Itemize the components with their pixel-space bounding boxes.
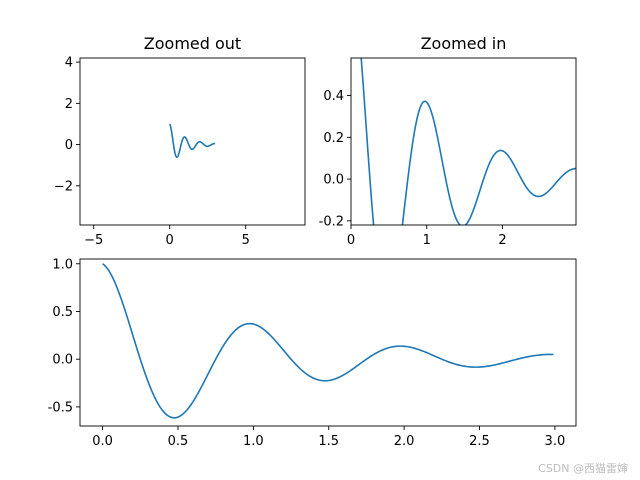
y-tick-label: 1.0 <box>52 257 73 272</box>
x-tick-label: 5 <box>242 233 250 248</box>
x-tick-label: −5 <box>84 233 103 248</box>
x-tick-label: 1 <box>423 233 431 248</box>
y-tick-label: 0.5 <box>52 305 73 320</box>
y-tick-label: 0 <box>65 138 73 153</box>
y-tick-label: −2 <box>54 179 73 194</box>
x-tick-label: 0.0 <box>92 434 113 449</box>
axes-3: 0.0 0.5 1.0 1.5 2.0 2.5 3.0 -0.5 0.0 0.5 1.0 <box>48 257 577 449</box>
series-line <box>169 123 216 159</box>
series-line <box>360 58 576 225</box>
x-tick-label: 1.5 <box>318 434 339 449</box>
y-tick-label: 0.0 <box>323 173 344 188</box>
axes-2: 0 1 2 -0.2 0.0 0.2 0.4 Zoomed in <box>319 34 577 248</box>
axes-frame <box>79 57 306 226</box>
axes-title: Zoomed in <box>421 34 507 53</box>
x-tick-label: 3.0 <box>545 434 566 449</box>
x-tick-label: 2.0 <box>394 434 415 449</box>
axes-title: Zoomed out <box>144 34 241 53</box>
series-line <box>102 263 554 419</box>
y-tick-label: -0.5 <box>48 400 73 415</box>
y-tick-label: 0.0 <box>52 353 73 368</box>
x-tick-label: 0 <box>166 233 174 248</box>
watermark-text: CSDN @西猫雷婶 <box>538 461 628 475</box>
y-tick-label: 0.2 <box>323 131 344 146</box>
x-tick-label: 0.5 <box>168 434 189 449</box>
x-tick-label: 1.0 <box>243 434 264 449</box>
axes-1: −5 0 5 −2 0 2 4 Zoomed out <box>54 34 306 248</box>
x-tick-label: 2 <box>498 233 506 248</box>
x-tick-label: 0 <box>347 233 355 248</box>
axes-frame <box>350 57 577 226</box>
axes-frame <box>79 258 577 427</box>
y-tick-label: -0.2 <box>319 214 344 229</box>
y-tick-label: 2 <box>65 97 73 112</box>
y-tick-label: 4 <box>65 56 73 71</box>
x-tick-label: 2.5 <box>469 434 490 449</box>
y-tick-label: 0.4 <box>323 89 344 104</box>
